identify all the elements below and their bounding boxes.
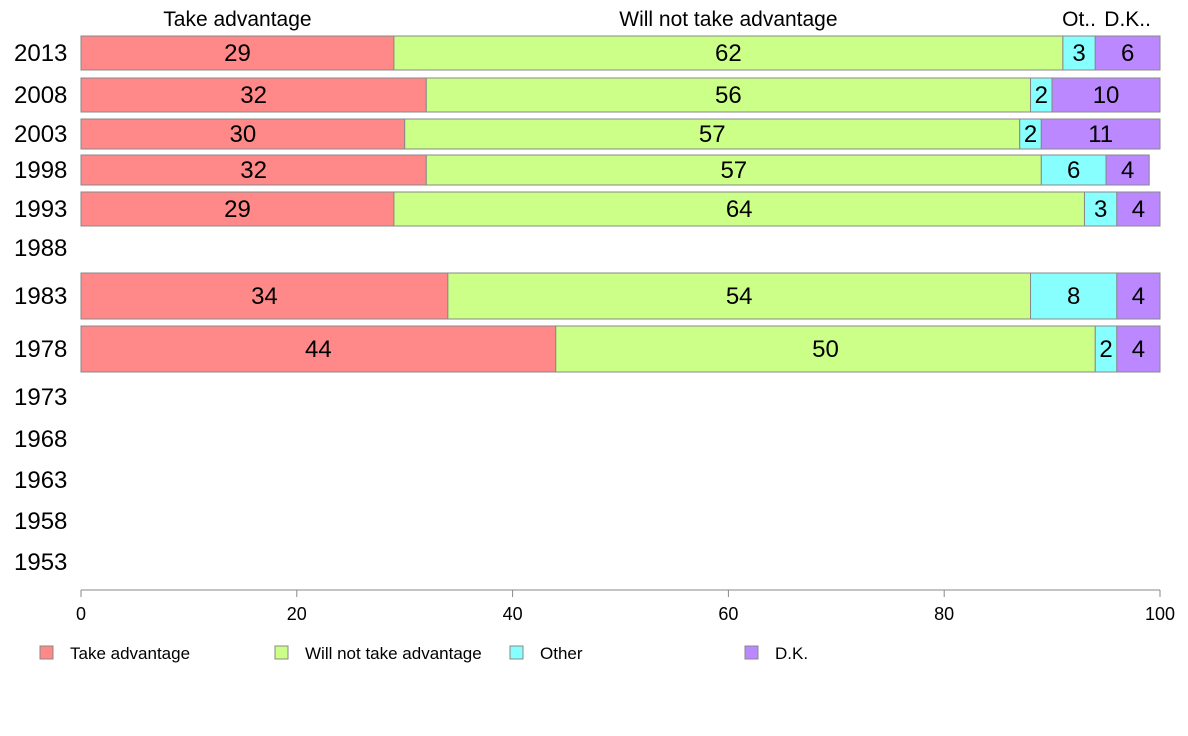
data-label: 4	[1132, 336, 1145, 363]
category-label: 2013	[14, 40, 67, 67]
bar-segment	[1040, 154, 1107, 186]
category-label: 1978	[14, 336, 67, 363]
legend-swatch	[509, 645, 524, 660]
data-label: 2	[1035, 82, 1048, 109]
data-label: 56	[715, 82, 742, 109]
legend-swatch	[39, 645, 54, 660]
bar-segment	[1030, 272, 1118, 320]
bar-segment	[404, 118, 1021, 150]
legend-swatch	[744, 645, 759, 660]
bar-segment	[1116, 325, 1161, 373]
data-label: 29	[224, 196, 251, 223]
data-label: 4	[1132, 283, 1145, 310]
data-label: 6	[1067, 157, 1080, 184]
category-label: 1953	[14, 549, 67, 576]
data-label: 30	[229, 121, 256, 148]
column-headers: Take advantage Will not take advantage Ot.…	[163, 8, 1151, 31]
x-axis: 0 20 40 60 80 100	[76, 589, 1175, 624]
bar-segment	[425, 154, 1042, 186]
category-label: 1968	[14, 426, 67, 453]
bar-segment	[1116, 272, 1161, 320]
bar-segment	[1105, 154, 1150, 186]
data-label: 57	[699, 121, 726, 148]
category-label: 2003	[14, 121, 67, 148]
data-label: 50	[812, 336, 839, 363]
data-label: 2	[1099, 336, 1112, 363]
legend-swatch	[274, 645, 289, 660]
legend-label: Other	[540, 644, 583, 663]
data-label: 57	[720, 157, 747, 184]
bar-segment	[555, 325, 1096, 373]
bar-segment	[1040, 118, 1161, 150]
category-label: 2008	[14, 82, 67, 109]
data-label: 62	[715, 40, 742, 67]
data-label: 2	[1024, 121, 1037, 148]
data-label: 3	[1072, 40, 1085, 67]
x-tick-label: 80	[934, 604, 954, 624]
category-label: 1998	[14, 157, 67, 184]
column-header: Ot..	[1062, 8, 1096, 31]
bar-segment	[1062, 35, 1096, 71]
bar-segment	[1083, 191, 1118, 227]
bar-segment	[425, 77, 1032, 113]
bar-segment	[80, 325, 557, 373]
data-label: 4	[1121, 157, 1134, 184]
x-tick-label: 20	[287, 604, 307, 624]
column-header: D.K..	[1104, 8, 1151, 31]
data-label: 10	[1093, 82, 1120, 109]
data-label: 64	[726, 196, 753, 223]
bar-segment	[393, 35, 1064, 71]
data-label: 11	[1088, 121, 1113, 148]
data-label: 32	[240, 157, 267, 184]
data-label: 32	[240, 82, 267, 109]
bar-segment	[1116, 191, 1161, 227]
category-labels: 2013 2008 2003 1998 1993 1988 1983 1978 1973 1968…	[14, 40, 67, 576]
bar-segment	[1094, 35, 1161, 71]
bar-segment	[80, 118, 406, 150]
bar-segment	[1051, 77, 1161, 113]
data-label: 8	[1067, 283, 1080, 310]
data-label: 34	[251, 283, 278, 310]
category-label: 1963	[14, 467, 67, 494]
column-header: Will not take advantage	[619, 8, 837, 31]
bar-segment	[80, 77, 427, 113]
data-label: 54	[726, 283, 753, 310]
x-tick-label: 40	[503, 604, 523, 624]
legend-label: Take advantage	[70, 644, 190, 663]
x-tick-label: 60	[718, 604, 738, 624]
category-label: 1973	[14, 384, 67, 411]
x-tick-label: 100	[1145, 604, 1175, 624]
category-label: 1983	[14, 283, 67, 310]
x-tick-label: 0	[76, 604, 86, 624]
category-label: 1993	[14, 196, 67, 223]
column-header: Take advantage	[163, 8, 311, 31]
legend-label: D.K.	[775, 644, 808, 663]
legend-label: Will not take advantage	[305, 644, 482, 663]
bar-segment	[80, 154, 427, 186]
bar-segment	[80, 35, 395, 71]
data-label: 4	[1132, 196, 1145, 223]
data-label: 29	[224, 40, 251, 67]
data-label: 6	[1121, 40, 1134, 67]
legend: Take advantage Will not take advantage Oth…	[39, 644, 808, 663]
data-label: 3	[1094, 196, 1107, 223]
category-label: 1958	[14, 508, 67, 535]
data-label: 44	[305, 336, 332, 363]
category-label: 1988	[14, 235, 67, 262]
